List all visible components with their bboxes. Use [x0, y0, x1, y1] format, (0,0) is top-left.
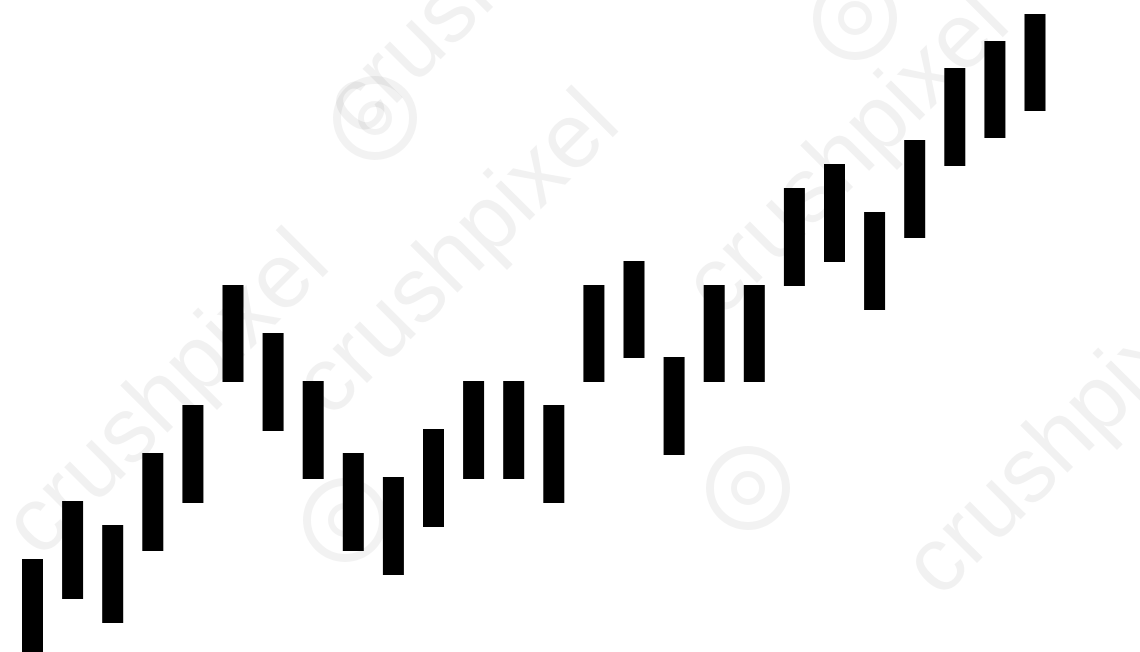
bar-5: [182, 405, 204, 503]
bar-1: [22, 559, 43, 652]
bar-10: [382, 477, 404, 575]
bar-19: [743, 285, 765, 382]
bar-12: [463, 381, 485, 479]
bar-22: [864, 212, 886, 310]
watermark-text: crushpixel: [882, 249, 1140, 614]
bar-2: [62, 501, 84, 599]
bar-20: [783, 188, 805, 286]
aperture-icon: [813, 0, 897, 60]
bar-7: [262, 333, 284, 431]
bar-4: [142, 453, 164, 551]
bar-6: [222, 285, 244, 382]
bar-25: [984, 41, 1006, 138]
aperture-icon: [333, 76, 417, 160]
bar-26: [1024, 14, 1046, 111]
bar-16: [623, 261, 645, 358]
bar-14: [543, 405, 565, 503]
bar-11: [423, 429, 444, 527]
bar-23: [904, 140, 926, 238]
aperture-icon: [706, 446, 790, 530]
bar-17: [663, 357, 685, 455]
bar-24: [944, 68, 966, 166]
bar-21: [824, 164, 845, 262]
bar-9: [342, 453, 364, 551]
bar-3: [102, 525, 124, 623]
bar-18: [703, 285, 725, 382]
bar-13: [503, 381, 525, 479]
bar-15: [583, 285, 605, 382]
bar-series: [22, 14, 1046, 652]
watermark-text: crushpixel: [0, 209, 347, 574]
bar-8: [302, 381, 324, 479]
watermark-text: crushpixel: [272, 69, 637, 434]
